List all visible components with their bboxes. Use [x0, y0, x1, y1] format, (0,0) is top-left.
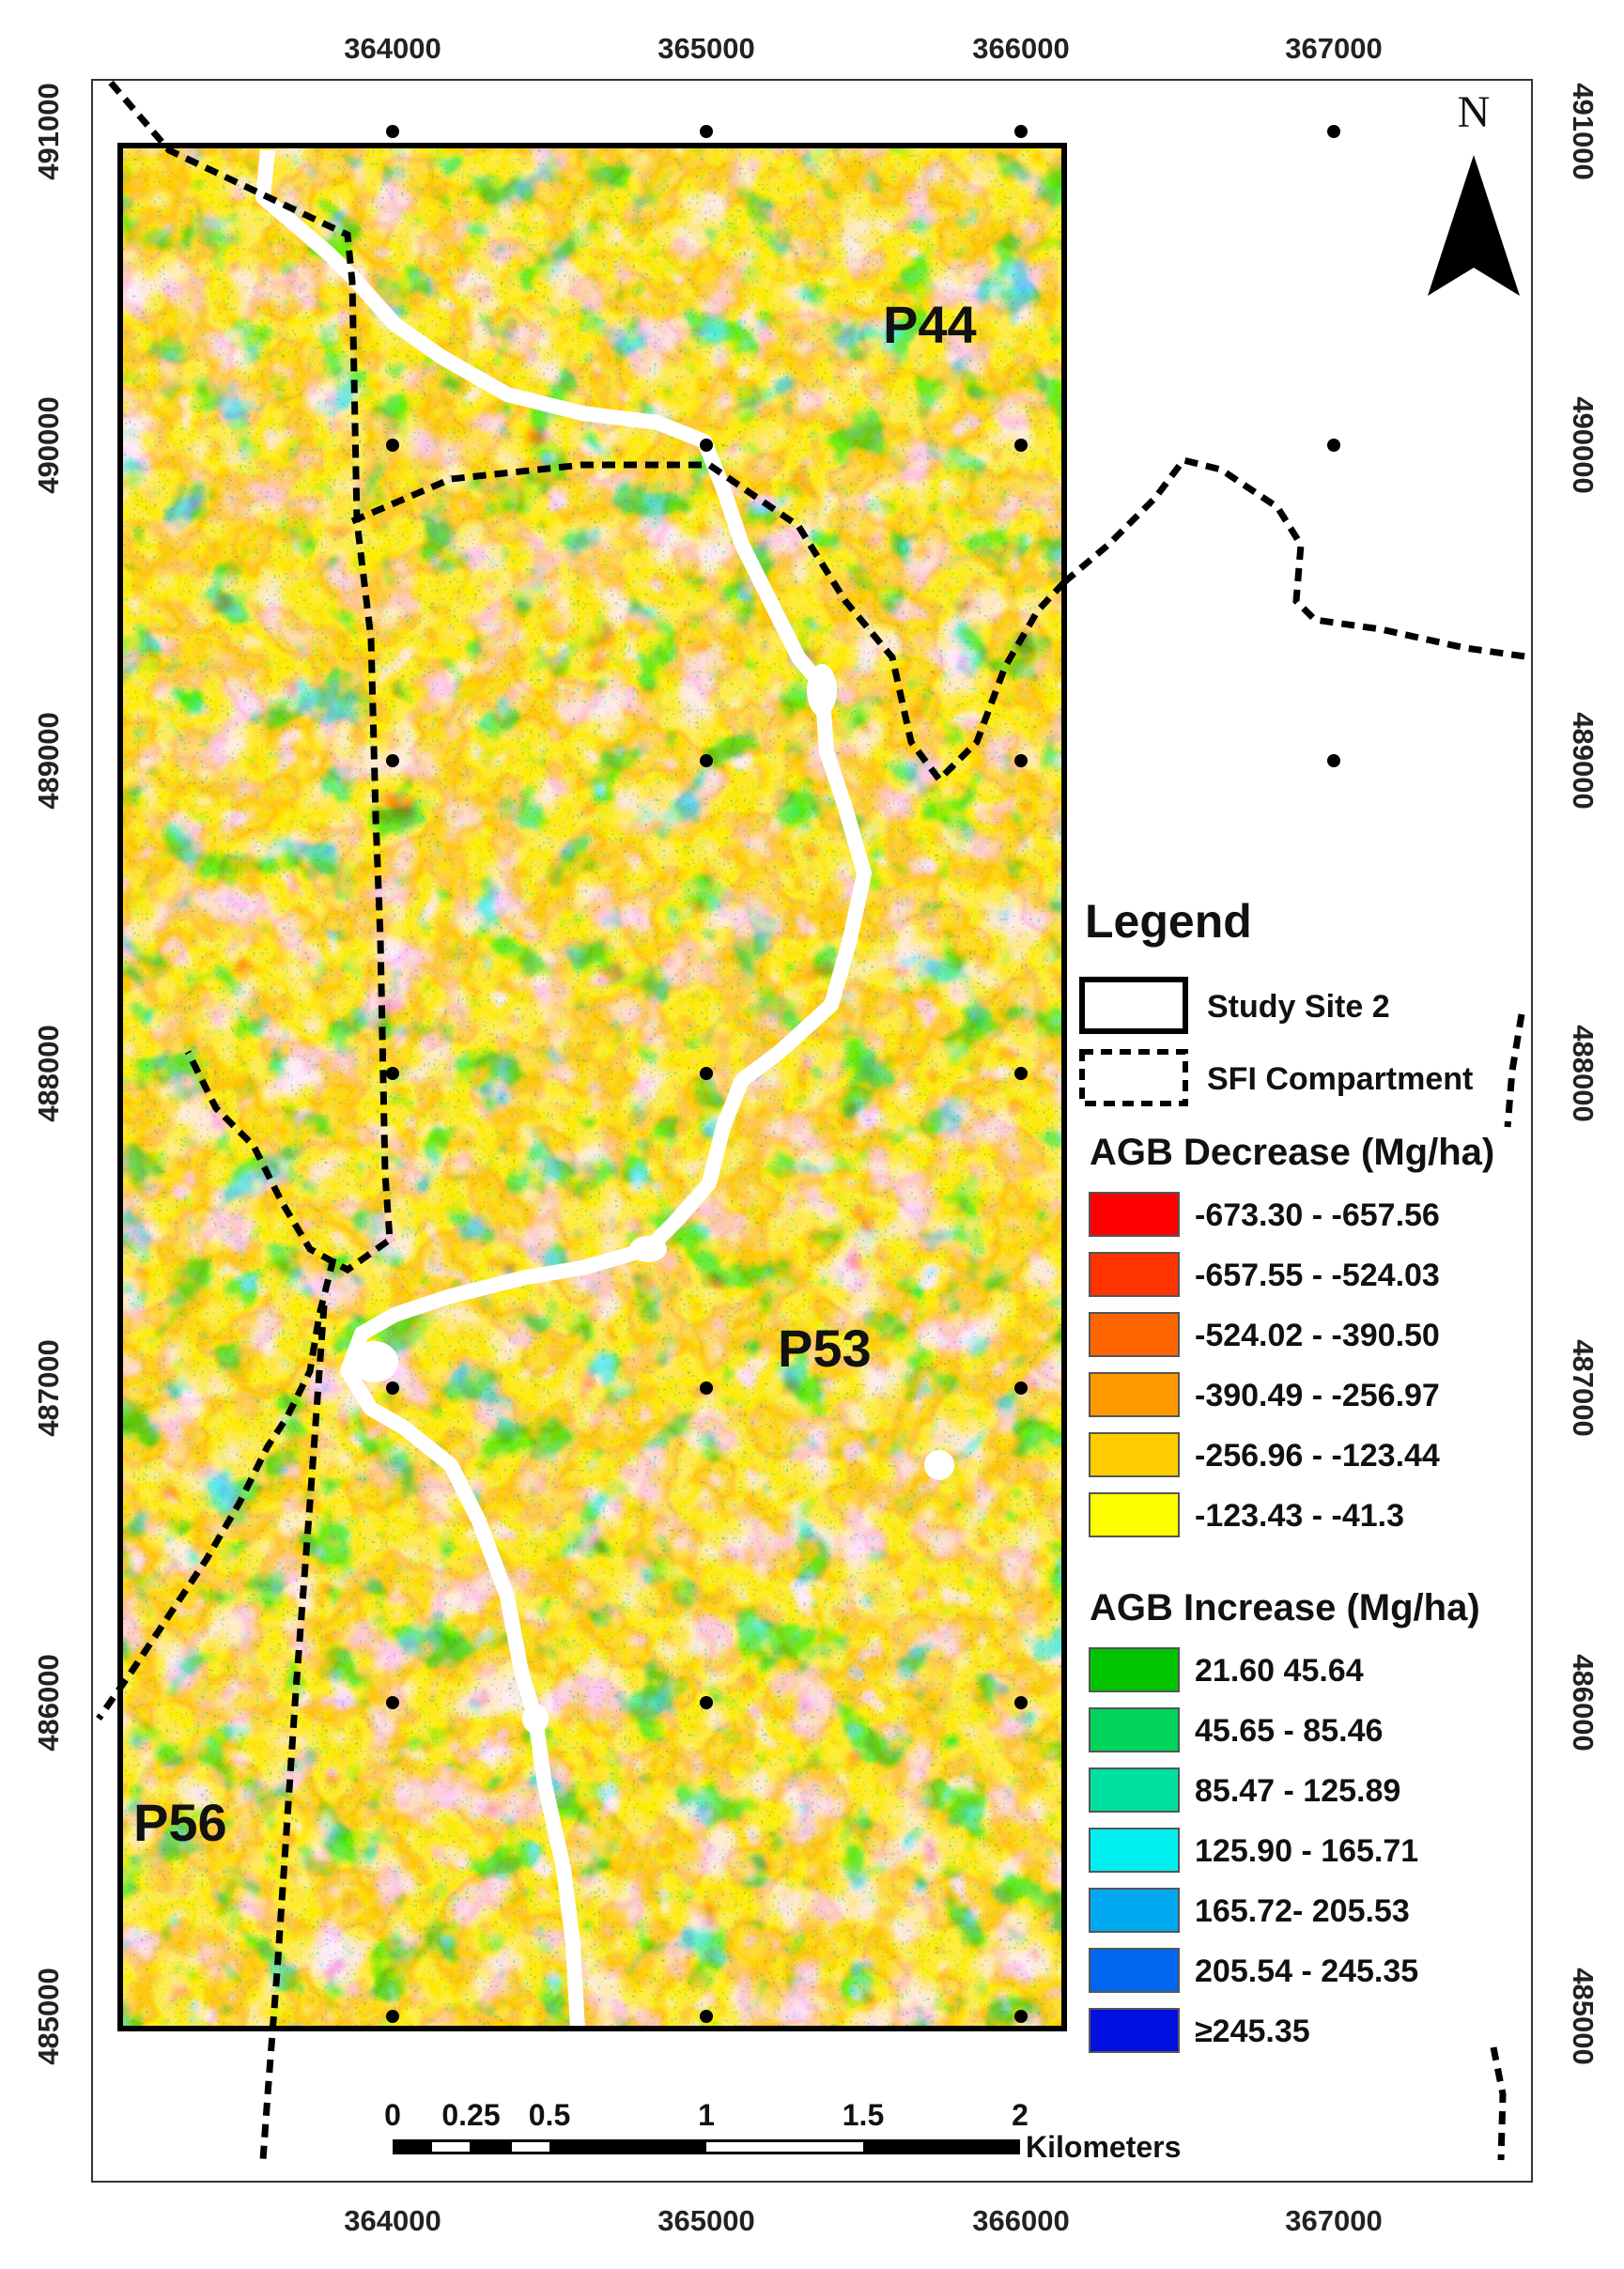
legend-swatch: [1089, 1828, 1180, 1873]
x-axis-bottom: 364000 365000 366000 367000: [344, 2204, 1382, 2237]
legend-swatch: [1089, 1707, 1180, 1752]
study-site-border: [117, 143, 1067, 2031]
legend-class-label: -657.55 - -524.03: [1195, 1258, 1440, 1293]
scale-label: 2: [1012, 2098, 1029, 2132]
x-tick-label: 365000: [657, 2204, 754, 2237]
legend-swatch: [1089, 1647, 1180, 1692]
legend-swatch: [1089, 1312, 1180, 1357]
sfi-compartment-lines: [96, 80, 1533, 2161]
legend-sfi-swatch: [1079, 1049, 1188, 1106]
y-tick-label: 488000: [32, 1025, 65, 1121]
x-tick-label: 367000: [1285, 32, 1382, 65]
scale-bar: 0 0.25 0.5 1 1.5 2 Kilometers: [384, 2098, 1181, 2164]
y-tick-label: 485000: [32, 1968, 65, 2064]
y-tick-label: 488000: [1567, 1025, 1600, 1121]
north-arrow: N: [1428, 87, 1520, 296]
y-tick-label: 485000: [1567, 1968, 1600, 2064]
y-tick-label: 490000: [32, 396, 65, 493]
map-frame: [91, 79, 1533, 2183]
legend-class-label: 165.72- 205.53: [1195, 1893, 1410, 1929]
y-tick-label: 491000: [32, 83, 65, 179]
legend-title: Legend: [1085, 895, 1252, 948]
north-arrow-icon: [1428, 155, 1520, 296]
scale-label: 1: [698, 2098, 715, 2132]
scale-label: 0.25: [441, 2098, 500, 2132]
legend-swatch: [1089, 1767, 1180, 1813]
legend-swatch: [1089, 1948, 1180, 1993]
legend-class-label: -123.43 - -41.3: [1195, 1498, 1404, 1534]
scale-label: 0: [384, 2098, 401, 2132]
legend-class-label: ≥245.35: [1195, 2014, 1310, 2049]
legend-study-site-label: Study Site 2: [1207, 989, 1390, 1025]
legend: Legend Study Site 2 SFI Compartment AGB …: [1079, 895, 1494, 2053]
y-tick-label: 489000: [32, 712, 65, 809]
y-tick-label: 487000: [1567, 1339, 1600, 1436]
x-tick-label: 364000: [344, 2204, 441, 2237]
legend-class-label: 205.54 - 245.35: [1195, 1953, 1418, 1989]
x-tick-label: 364000: [344, 32, 441, 65]
x-tick-label: 366000: [972, 32, 1069, 65]
legend-class-label: -390.49 - -256.97: [1195, 1378, 1440, 1413]
plot-label-p53: P53: [778, 1319, 872, 1378]
legend-class-label: 85.47 - 125.89: [1195, 1773, 1400, 1809]
legend-swatch: [1089, 1492, 1180, 1537]
legend-swatch: [1089, 1432, 1180, 1477]
legend-swatch: [1089, 1252, 1180, 1297]
legend-swatch: [1089, 1192, 1180, 1237]
legend-increase-title: AGB Increase (Mg/ha): [1090, 1587, 1480, 1628]
legend-study-site-swatch: [1079, 977, 1188, 1034]
legend-class-label: -524.02 - -390.50: [1195, 1318, 1440, 1353]
legend-swatch: [1089, 2008, 1180, 2053]
legend-class-label: -673.30 - -657.56: [1195, 1197, 1440, 1233]
y-tick-label: 486000: [1567, 1654, 1600, 1751]
y-axis-left: 491000 490000 489000 488000 487000 48600…: [32, 83, 65, 2064]
legend-sfi-label: SFI Compartment: [1207, 1061, 1473, 1097]
legend-class-label: -256.96 - -123.44: [1195, 1438, 1440, 1474]
y-tick-label: 490000: [1567, 396, 1600, 493]
river: [255, 149, 872, 2029]
north-letter: N: [1458, 87, 1491, 137]
legend-decrease-title: AGB Decrease (Mg/ha): [1090, 1132, 1494, 1173]
y-axis-right: 491000 490000 489000 488000 487000 48600…: [1567, 83, 1600, 2064]
x-axis-top: 364000 365000 366000 367000: [344, 32, 1382, 65]
legend-swatch: [1089, 1372, 1180, 1417]
y-tick-label: 489000: [1567, 712, 1600, 809]
legend-class-label: 45.65 - 85.46: [1195, 1713, 1383, 1749]
scale-unit: Kilometers: [1026, 2130, 1181, 2164]
legend-swatch: [1089, 1888, 1180, 1933]
grid-points: [386, 125, 1340, 2023]
y-tick-label: 491000: [1567, 83, 1600, 179]
legend-class-label: 125.90 - 165.71: [1195, 1833, 1418, 1869]
legend-increase-classes: 21.60 45.64 45.65 - 85.46 85.47 - 125.89 12…: [1089, 1647, 1418, 2053]
x-tick-label: 367000: [1285, 2204, 1382, 2237]
x-tick-label: 366000: [972, 2204, 1069, 2237]
legend-class-label: 21.60 45.64: [1195, 1653, 1364, 1689]
legend-decrease-classes: -673.30 - -657.56 -657.55 - -524.03 -524.0…: [1089, 1192, 1440, 1537]
plot-label-p56: P56: [133, 1793, 227, 1852]
y-tick-label: 486000: [32, 1654, 65, 1751]
plot-label-p44: P44: [883, 295, 977, 354]
x-tick-label: 365000: [657, 32, 754, 65]
y-tick-label: 487000: [32, 1339, 65, 1436]
scale-label: 0.5: [529, 2098, 570, 2132]
agb-raster: [120, 146, 1064, 2029]
scale-label: 1.5: [843, 2098, 884, 2132]
